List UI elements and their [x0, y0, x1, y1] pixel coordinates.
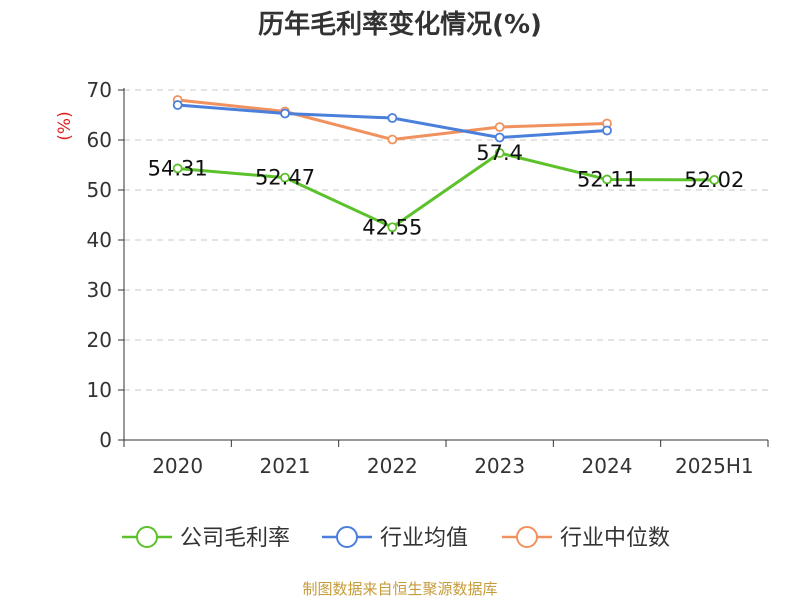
data-point [387, 134, 398, 145]
x-tick-label: 2021 [260, 454, 311, 478]
y-tick-label: 10 [87, 378, 112, 402]
data-point [387, 222, 398, 233]
legend-label: 行业中位数 [560, 526, 670, 551]
axes: 0 10 20 30 40 50 60 70 (%) 2020 2021 2022 2023 2024 20… [55, 78, 769, 478]
grid-lines [124, 89, 768, 391]
data-point [280, 172, 290, 183]
legend-marker [516, 526, 538, 548]
x-tick-label: 2020 [152, 454, 203, 478]
data-label: 42.55 [362, 215, 422, 239]
y-tick-label: 60 [87, 128, 112, 152]
y-tick-label: 20 [87, 328, 112, 352]
data-point [602, 125, 612, 136]
data-point [494, 148, 505, 158]
data-label: 52.11 [577, 167, 637, 191]
series-lines [172, 95, 720, 233]
x-tick-label: 2025H1 [675, 454, 754, 478]
legend-label: 公司毛利率 [180, 526, 290, 551]
data-point [280, 108, 290, 119]
y-axis-title: (%) [55, 111, 75, 140]
y-tick-label: 70 [87, 78, 112, 102]
data-label: 52.47 [255, 166, 315, 190]
chart-title: 历年毛利率变化情况(%) [258, 10, 542, 40]
x-tick-label: 2023 [474, 454, 525, 478]
legend-marker [136, 526, 158, 548]
x-tick-label: 2024 [582, 454, 633, 478]
y-tick-label: 30 [87, 278, 112, 302]
data-point [494, 122, 505, 132]
data-labels: 54.31 52.47 42.55 57.4 52.11 52.02 [148, 141, 745, 239]
data-point [602, 174, 612, 185]
data-label: 52.02 [684, 168, 744, 192]
y-tick-label: 40 [87, 228, 112, 252]
data-point [172, 163, 183, 174]
data-point [494, 132, 505, 143]
data-point [172, 100, 183, 110]
legend: 公司毛利率 行业均值 行业中位数 [122, 526, 670, 551]
legend-label: 行业均值 [380, 526, 468, 551]
y-tick-label: 50 [87, 178, 112, 202]
legend-marker [336, 526, 358, 548]
y-tick-label: 0 [99, 428, 112, 452]
data-label: 54.31 [148, 156, 208, 180]
source-note: 制图数据来自恒生聚源数据库 [302, 580, 498, 598]
x-tick-label: 2022 [367, 454, 418, 478]
data-point [387, 113, 398, 123]
series-line [177, 151, 715, 229]
data-label: 57.4 [476, 141, 523, 165]
data-point [709, 174, 720, 185]
